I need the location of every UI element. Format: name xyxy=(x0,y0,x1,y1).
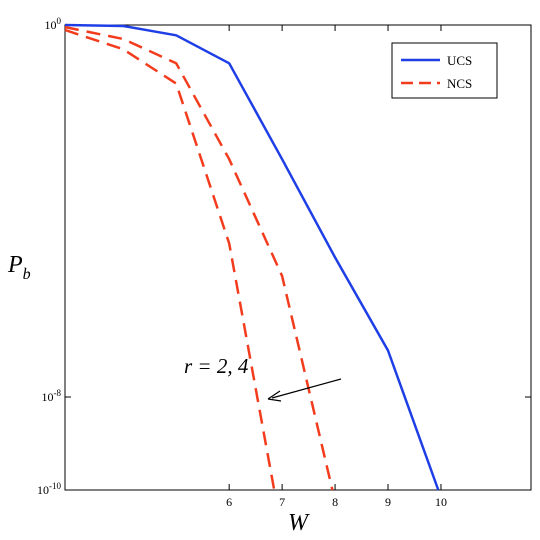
plot-frame xyxy=(64,24,532,491)
legend: UCS NCS xyxy=(391,42,498,99)
y-axis-label: Pb xyxy=(7,252,31,283)
x-tick-label: 6 xyxy=(226,495,232,509)
y-tick-label: 10-10 xyxy=(37,481,61,497)
series-line-ucs xyxy=(64,23,440,491)
series-line-ncs xyxy=(64,25,334,491)
x-tick-label: 10 xyxy=(435,495,447,509)
series-line-ncs-2 xyxy=(64,28,276,491)
y-tick-label: 100 xyxy=(45,16,62,32)
annotation-arrow-line xyxy=(271,378,342,399)
annotation-arrow-head xyxy=(267,390,282,402)
tick-marks xyxy=(65,24,531,491)
x-tick-label: 8 xyxy=(332,495,338,509)
y-tick-labels: 100 10-8 10-10 xyxy=(37,16,62,497)
legend-label-ucs: UCS xyxy=(447,53,472,68)
legend-label-ncs: NCS xyxy=(447,76,472,91)
y-tick-label: 10-8 xyxy=(42,388,62,404)
x-tick-label: 7 xyxy=(279,495,285,509)
annotation-text: r = 2, 4 xyxy=(184,354,249,378)
legend-box xyxy=(391,42,498,99)
annotation: r = 2, 4 xyxy=(184,354,342,402)
x-tick-label: 9 xyxy=(385,495,391,509)
x-tick-labels: 6 7 8 9 10 xyxy=(226,495,447,509)
x-axis-label: W xyxy=(288,510,310,536)
series-layer xyxy=(64,23,440,491)
